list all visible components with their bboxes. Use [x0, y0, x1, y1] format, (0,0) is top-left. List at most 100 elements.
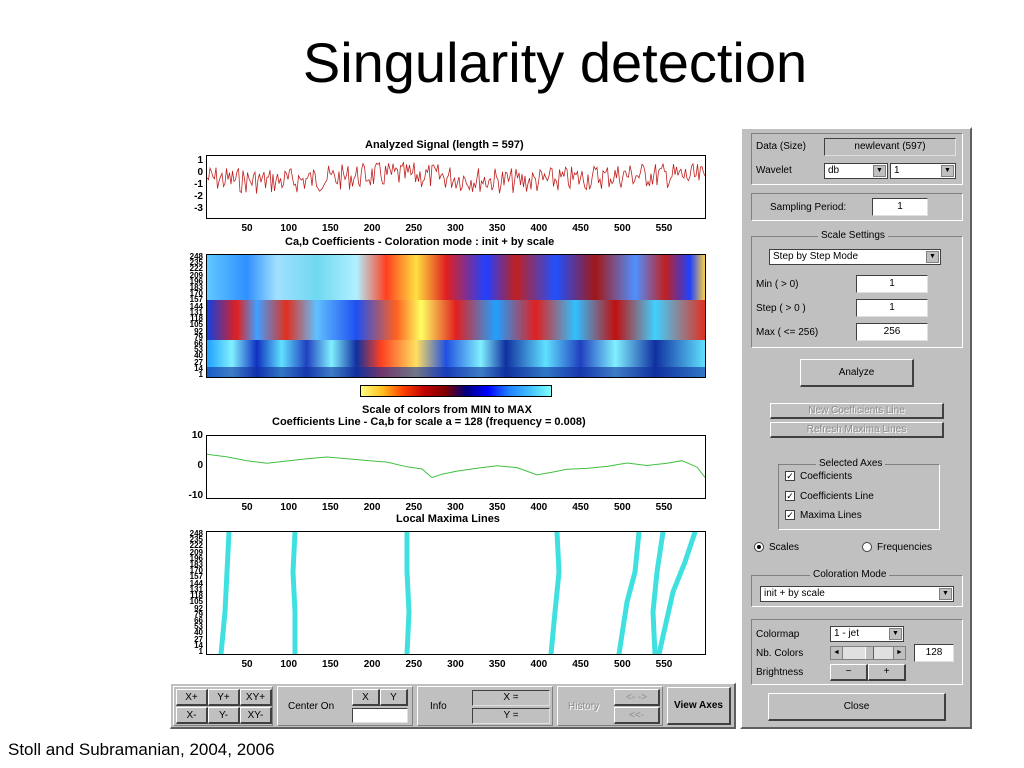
colormap-frame: Colormap 1 - jet ▼ Nb. Colors ◄ ► 128 Bri… [751, 619, 963, 685]
coeffs-title: Ca,b Coefficients - Coloration mode : in… [285, 236, 555, 248]
signal-axes[interactable] [206, 155, 706, 219]
coeffs-ytick: 183 [189, 283, 203, 293]
maxima-line [218, 529, 232, 657]
maxima-ytick: 235 [189, 535, 203, 545]
history-step-button[interactable]: <- -> [614, 689, 660, 706]
check-coefficients[interactable]: ✓ Coefficients [785, 471, 852, 482]
signal-xtick: 300 [447, 223, 464, 234]
selected-axes-title: Selected Axes [816, 458, 886, 469]
signal-xtick: 100 [280, 223, 298, 234]
coeffs-ytick: 209 [189, 270, 203, 280]
scale-mode-select[interactable]: Step by Step Mode ▼ [769, 249, 941, 265]
maxima-ytick: 40 [194, 628, 203, 638]
colormap-label: Colormap [756, 629, 800, 640]
signal-trace [206, 161, 706, 194]
slider-left-arrow-icon[interactable]: ◄ [831, 647, 843, 659]
center-on-input[interactable] [352, 708, 408, 723]
radio-frequencies[interactable]: Frequencies [862, 542, 932, 553]
coefline-ytick: 0 [197, 460, 203, 471]
coeffs-ytick: 248 [189, 252, 203, 261]
min-input[interactable]: 1 [856, 275, 928, 293]
check-coefficients-line-label: Coefficients Line [800, 491, 874, 502]
signal-ytick: -1 [194, 179, 203, 190]
wavelet-label: Wavelet [756, 165, 792, 176]
close-button[interactable]: Close [768, 693, 946, 721]
coeffs-ytick: 53 [194, 345, 203, 355]
maxima-line [616, 529, 642, 657]
refresh-maxima-lines-button[interactable]: Refresh Maxima Lines [770, 422, 944, 438]
center-x-button[interactable]: X [352, 689, 380, 706]
view-axes-button[interactable]: View Axes [667, 687, 731, 725]
radio-off-icon [862, 542, 872, 553]
slider-thumb[interactable] [865, 647, 874, 659]
coefline-axes[interactable] [206, 435, 706, 499]
signal-ytick: -2 [194, 191, 203, 202]
data-frame: Data (Size) newlevant (597) Wavelet db ▼ … [751, 133, 963, 185]
signal-xtick: 150 [322, 223, 339, 234]
slider-right-arrow-icon[interactable]: ► [893, 647, 905, 659]
maxima-ytick: 14 [194, 640, 203, 650]
signal-xtick: 200 [363, 223, 381, 234]
maxima-ytick: 92 [194, 603, 203, 613]
info-group: Info X = Y = [417, 686, 553, 726]
maxima-ytick: 79 [194, 609, 203, 619]
wavelet-order-select[interactable]: 1 ▼ [890, 163, 956, 179]
wavelet-family-select[interactable]: db ▼ [824, 163, 888, 179]
nbcolors-input[interactable]: 128 [914, 644, 954, 662]
zoom-xy-plus-button[interactable]: XY+ [240, 689, 272, 706]
slide-credit: Stoll and Subramanian, 2004, 2006 [8, 740, 275, 759]
brightness-plus-button[interactable]: + [868, 664, 906, 681]
max-input[interactable]: 256 [856, 323, 928, 341]
sampling-input[interactable]: 1 [872, 198, 928, 216]
zoom-x-minus-button[interactable]: X- [176, 707, 208, 724]
zoom-y-plus-button[interactable]: Y+ [208, 689, 240, 706]
maxima-ytick: 118 [190, 591, 203, 601]
signal-ytick: -3 [194, 203, 203, 214]
figure-area: Analyzed Signal (length = 597) Ca,b Coef… [170, 127, 736, 682]
coefline-plot [206, 453, 706, 479]
maxima-ytick: 196 [189, 553, 203, 563]
maxima-ytick: 209 [189, 547, 203, 557]
signal-ytick: 1 [197, 155, 203, 166]
signal-xtick: 350 [488, 223, 506, 234]
history-group: History <- -> <<- [557, 686, 663, 726]
coeffs-axes[interactable] [206, 254, 706, 378]
maxima-plot [218, 529, 698, 657]
brightness-minus-button[interactable]: − [830, 664, 868, 681]
max-label: Max ( <= 256) [756, 327, 819, 338]
maxima-ytick: 157 [189, 572, 203, 582]
history-back-button[interactable]: <<- [614, 707, 660, 724]
analyze-button[interactable]: Analyze [800, 359, 914, 387]
colorbar-caption: Scale of colors from MIN to MAX [362, 404, 532, 416]
signal-plot [206, 161, 706, 194]
coefline-xtick: 200 [363, 502, 381, 513]
selected-axes-frame: ✓ Coefficients ✓ Coefficients Line ✓ Maxima… [778, 464, 940, 530]
step-input[interactable]: 1 [856, 299, 928, 317]
radio-scales[interactable]: Scales [754, 542, 799, 553]
check-maxima-lines[interactable]: ✓ Maxima Lines [785, 510, 862, 521]
data-label: Data (Size) [756, 141, 807, 152]
signal-xtick: 500 [613, 223, 631, 234]
chevron-down-icon: ▼ [926, 251, 939, 263]
maxima-axes[interactable] [206, 529, 706, 657]
check-coefficients-line[interactable]: ✓ Coefficients Line [785, 491, 874, 502]
chevron-down-icon: ▼ [889, 628, 902, 640]
nbcolors-slider[interactable]: ◄ ► [830, 646, 906, 660]
signal-xtick: 50 [241, 223, 253, 234]
maxima-ytick: 1 [198, 647, 203, 656]
maxima-xtick: 150 [322, 659, 339, 670]
center-y-button[interactable]: Y [380, 689, 408, 706]
new-coefficients-line-button[interactable]: New Coefficients Line [770, 403, 944, 419]
wavelet-family-value: db [828, 165, 840, 176]
coeffs-ytick: 92 [194, 326, 203, 336]
coeffs-ytick: 157 [189, 295, 203, 305]
scale-mode-value: Step by Step Mode [773, 251, 859, 262]
zoom-x-plus-button[interactable]: X+ [176, 689, 208, 706]
zoom-xy-minus-button[interactable]: XY- [240, 707, 272, 724]
maxima-ytick: 144 [189, 578, 203, 588]
colormap-select[interactable]: 1 - jet ▼ [830, 626, 904, 642]
zoom-y-minus-button[interactable]: Y- [208, 707, 240, 724]
maxima-xtick: 200 [363, 659, 381, 670]
maxima-ytick: 105 [189, 597, 203, 607]
coloration-select[interactable]: init + by scale ▼ [760, 586, 954, 602]
